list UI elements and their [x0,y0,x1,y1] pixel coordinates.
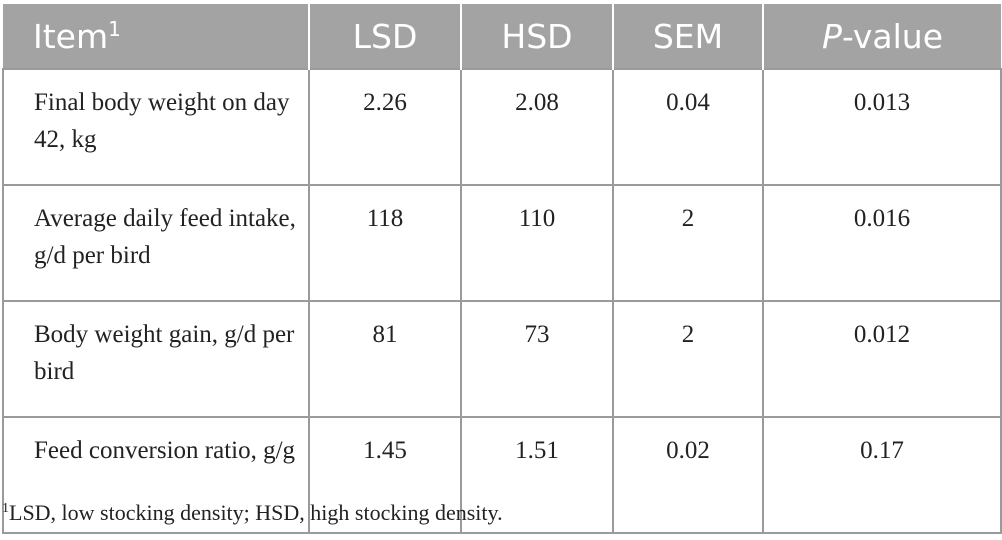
table-cell: 1.45 [308,416,462,534]
header-text: P [821,16,842,56]
table-cell: 0.17 [762,416,1002,534]
table-cell: 110 [460,184,614,302]
table-cell: 81 [308,300,462,418]
row-label: Feed conversion ratio, g/g [2,416,310,534]
table-cell: 2.26 [308,68,462,186]
table-body: Final body weight on day 42, kg 2.26 2.08 0… [2,68,1002,534]
table-cell: 0.016 [762,184,1002,302]
table-cell: 1.51 [460,416,614,534]
header-cell: Item1 [3,4,309,69]
header-cell: LSD [308,4,461,69]
header-cell: HSD [460,4,613,69]
header-cell: P-value [762,4,1001,69]
table-cell: 2 [612,184,764,302]
table-row: Final body weight on day 42, kg 2.26 2.08 0… [2,68,1002,186]
table-cell: 0.012 [762,300,1002,418]
header-text: Item [33,16,109,56]
row-label: Final body weight on day 42, kg [2,68,310,186]
data-table: Item1 LSD HSD SEM P-value Final body wei… [2,4,1002,534]
table-row: Body weight gain, g/d per bird 81 73 2 0.012 [2,300,1002,418]
header-cell: SEM [612,4,763,69]
footnote-text: LSD, low stocking density; HSD, high sto… [9,500,503,525]
table-cell: 2 [612,300,764,418]
table-cell: 73 [460,300,614,418]
table-cell: 0.04 [612,68,764,186]
table-cell: 2.08 [460,68,614,186]
footnote-marker: 1 [108,16,121,41]
footnote-marker: 1 [2,501,9,516]
table-cell: 118 [308,184,462,302]
row-label: Average daily feed intake, g/d per bird [2,184,310,302]
header-text: -value [841,16,944,56]
footnote: 1LSD, low stocking density; HSD, high st… [2,500,503,526]
table-cell: 0.02 [612,416,764,534]
table-row: Feed conversion ratio, g/g 1.45 1.51 0.02 0.… [2,416,1002,534]
row-label: Body weight gain, g/d per bird [2,300,310,418]
table-row: Average daily feed intake, g/d per bird 1… [2,184,1002,302]
table-cell: 0.013 [762,68,1002,186]
header-row: Item1 LSD HSD SEM P-value [3,4,1001,69]
